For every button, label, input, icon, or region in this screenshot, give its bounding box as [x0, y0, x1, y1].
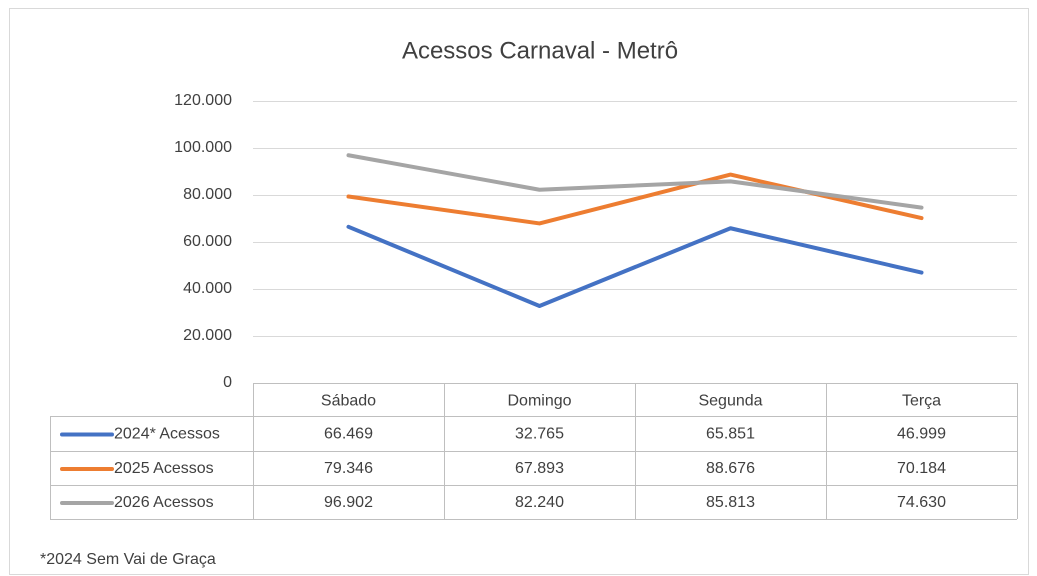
x-tick-label: Sábado	[321, 393, 376, 410]
table-value: 70.184	[897, 460, 946, 477]
table-value: 46.999	[897, 426, 946, 443]
table-value: 67.893	[515, 460, 564, 477]
series-line	[346, 153, 924, 210]
chart-title: Acessos Carnaval - Metrô	[402, 37, 678, 64]
y-tick-label: 0	[223, 374, 232, 391]
legend-label: 2025 Acessos	[114, 460, 214, 477]
y-tick-label: 100.000	[174, 139, 232, 156]
y-tick-label: 60.000	[183, 233, 232, 250]
footnote: *2024 Sem Vai de Graça	[40, 551, 216, 568]
y-tick-label: 120.000	[174, 92, 232, 109]
y-tick-label: 20.000	[183, 327, 232, 344]
legend-label: 2024* Acessos	[114, 426, 220, 443]
table-value: 74.630	[897, 494, 946, 511]
table-value: 85.813	[706, 494, 755, 511]
table-value: 32.765	[515, 426, 564, 443]
y-tick-label: 40.000	[183, 280, 232, 297]
x-tick-label: Domingo	[507, 393, 571, 410]
legend-label: 2026 Acessos	[114, 494, 214, 511]
table-value: 96.902	[324, 494, 373, 511]
y-tick-label: 80.000	[183, 186, 232, 203]
x-tick-label: Terça	[902, 393, 941, 410]
table-value: 88.676	[706, 460, 755, 477]
x-tick-label: Segunda	[698, 393, 762, 410]
table-value: 79.346	[324, 460, 373, 477]
series-line	[346, 224, 924, 309]
table-value: 82.240	[515, 494, 564, 511]
chart-border	[9, 8, 1029, 575]
table-value: 66.469	[324, 426, 373, 443]
table-value: 65.851	[706, 426, 755, 443]
